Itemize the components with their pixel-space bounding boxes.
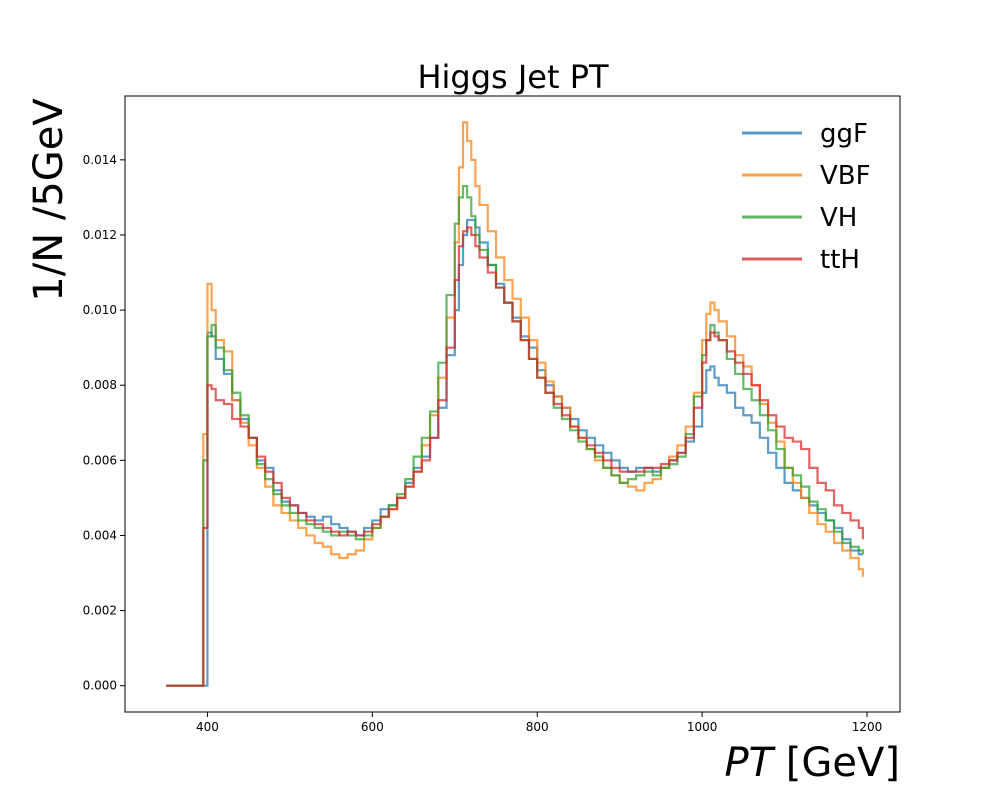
y-tick-label: 0.010	[83, 303, 117, 317]
y-tick-label: 0.008	[83, 378, 117, 392]
y-tick-label: 0.006	[83, 453, 117, 467]
y-tick-label: 0.012	[83, 228, 117, 242]
x-tick-label: 1200	[852, 720, 883, 734]
x-tick-label: 400	[196, 720, 219, 734]
axis-ticks: 400 600 800 1000 1200 0.000 0.002 0.004 0.006 0.0…	[83, 153, 883, 734]
legend-label-vh: VH	[820, 203, 857, 233]
series-line-vh	[166, 185, 864, 687]
x-tick-label: 1000	[687, 720, 718, 734]
chart-title: Higgs Jet PT	[417, 58, 609, 96]
x-axis-label-variable: PT	[725, 740, 777, 786]
x-tick-label: 600	[361, 720, 384, 734]
plot-frame	[124, 95, 901, 713]
series-line-ggf	[166, 218, 863, 687]
x-axis-label: PT [GeV]	[725, 740, 900, 786]
y-tick-label: 0.000	[83, 679, 117, 693]
legend-label-tth: ttH	[820, 245, 860, 275]
x-axis-label-unit: [GeV]	[773, 740, 900, 786]
y-axis-label: 1/N /5GeV	[26, 98, 72, 302]
y-tick-label: 0.004	[83, 528, 117, 542]
y-tick-label: 0.014	[83, 153, 117, 167]
legend-label-vbf: VBF	[820, 161, 871, 191]
series-line-tth	[166, 226, 864, 687]
y-tick-label: 0.002	[83, 604, 117, 618]
legend: ggF VBF VH ttH	[742, 119, 871, 275]
series-group	[166, 121, 864, 687]
x-tick-label: 800	[526, 720, 549, 734]
series-line-vbf	[166, 121, 864, 687]
legend-label-ggf: ggF	[820, 119, 868, 149]
